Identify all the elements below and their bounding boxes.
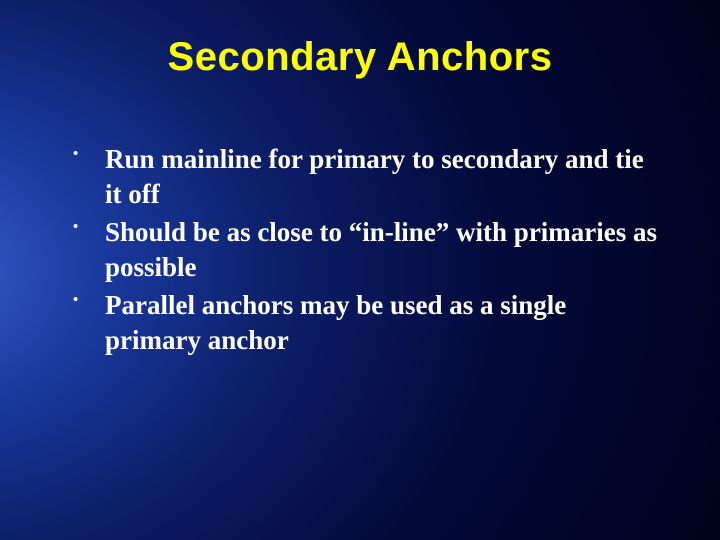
- list-item: Run mainline for primary to secondary an…: [73, 142, 665, 211]
- slide-title: Secondary Anchors: [55, 35, 665, 80]
- bullet-list: Run mainline for primary to secondary an…: [55, 142, 665, 357]
- list-item: Should be as close to “in-line” with pri…: [73, 215, 665, 284]
- slide: Secondary Anchors Run mainline for prima…: [0, 0, 720, 540]
- list-item: Parallel anchors may be used as a single…: [73, 288, 665, 357]
